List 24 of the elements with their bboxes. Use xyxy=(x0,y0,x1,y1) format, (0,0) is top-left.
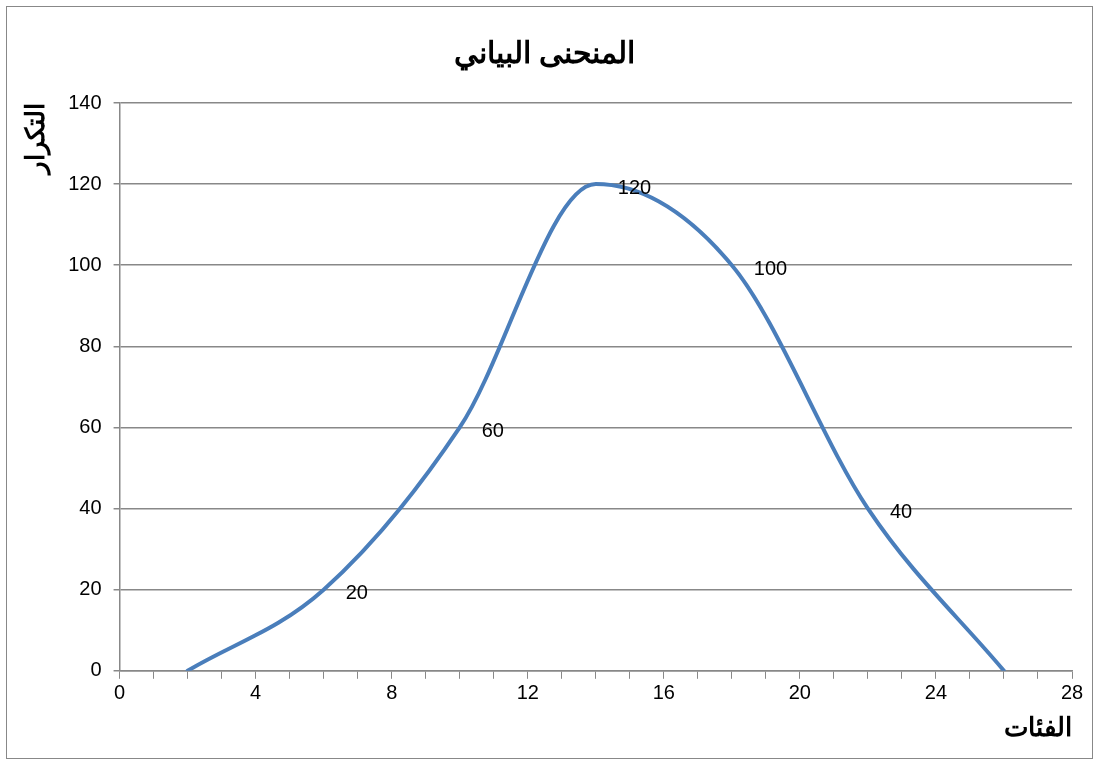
y-tick-label: 120 xyxy=(68,171,102,194)
y-tick-label: 40 xyxy=(79,496,102,519)
x-tick-label: 8 xyxy=(386,681,398,704)
x-tick-label: 4 xyxy=(250,681,262,704)
x-tick-label: 24 xyxy=(924,681,948,704)
y-axis-title: التكرار xyxy=(19,103,51,176)
y-tick-label: 60 xyxy=(79,414,102,437)
y-tick-label: 80 xyxy=(79,333,102,356)
y-tick-label: 0 xyxy=(90,658,102,681)
x-axis-title: الفئات xyxy=(1004,711,1072,742)
x-tick-label: 28 xyxy=(1060,681,1084,704)
chart-title: المنحنى البياني xyxy=(453,36,636,72)
data-label: 60 xyxy=(481,418,504,441)
data-label: 100 xyxy=(753,256,788,279)
x-tick-label: 20 xyxy=(788,681,811,704)
data-label: 40 xyxy=(889,500,913,523)
x-tick-label: 0 xyxy=(114,681,126,704)
y-tick-label: 140 xyxy=(68,90,102,113)
x-tick-label: 12 xyxy=(516,681,539,704)
y-tick-label: 100 xyxy=(68,252,102,275)
y-tick-label: 20 xyxy=(79,577,102,600)
data-label: 20 xyxy=(345,581,368,604)
x-tick-label: 16 xyxy=(652,681,675,704)
line-series xyxy=(185,182,1006,671)
